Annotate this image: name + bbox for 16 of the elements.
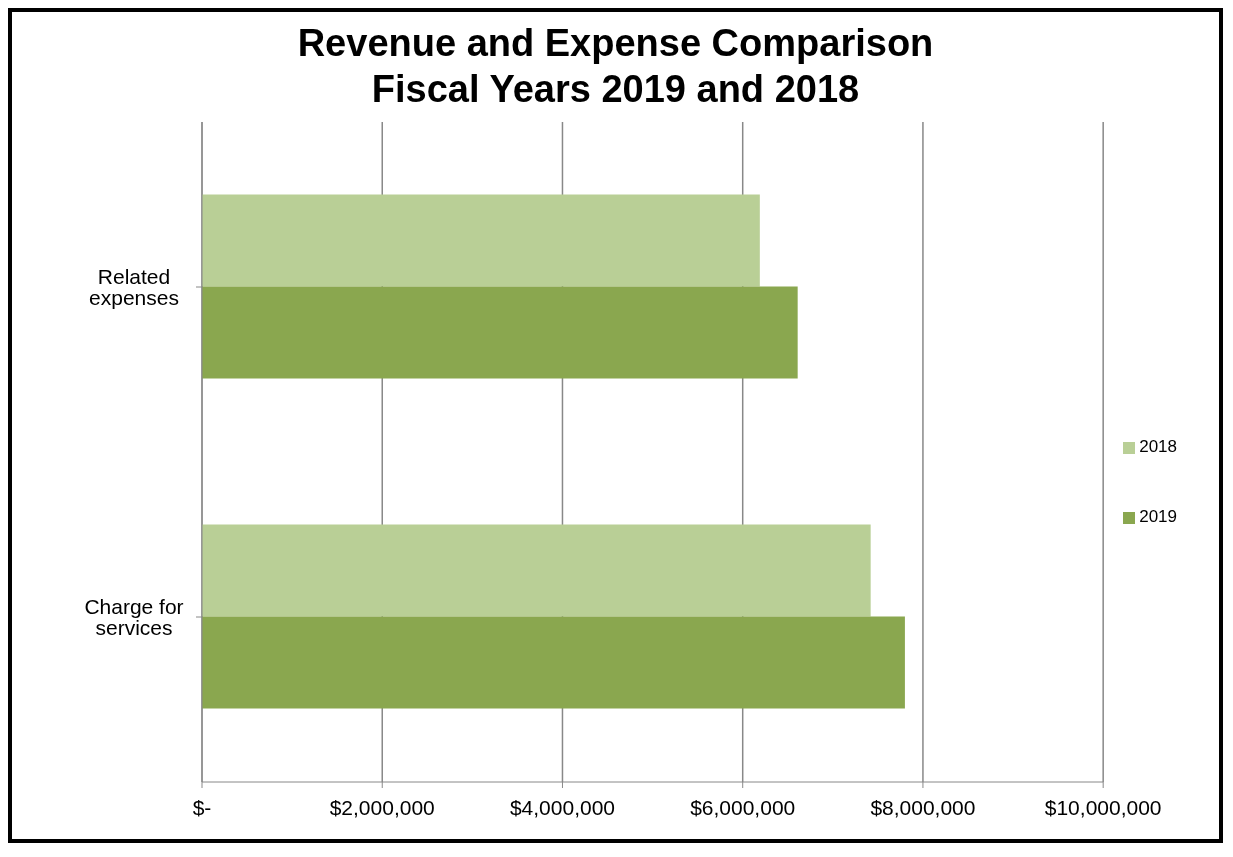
chart-subtitle: Fiscal Years 2019 and 2018 bbox=[370, 67, 861, 112]
bar bbox=[202, 194, 760, 287]
bar bbox=[202, 616, 905, 709]
legend-label: 2019 bbox=[1139, 507, 1177, 526]
x-tick-label: $8,000,000 bbox=[870, 795, 976, 819]
legend-label: 2018 bbox=[1139, 437, 1177, 456]
x-tick-label: $6,000,000 bbox=[690, 795, 796, 819]
bar bbox=[202, 286, 798, 379]
chart-title: Revenue and Expense Comparison bbox=[296, 21, 935, 66]
y-tick-label: Charge for services bbox=[84, 594, 184, 639]
x-tick-label: $10,000,000 bbox=[1044, 795, 1162, 819]
x-tick-label: $4,000,000 bbox=[509, 795, 616, 819]
x-tick-label: $- bbox=[192, 795, 212, 819]
bar bbox=[202, 524, 871, 617]
x-tick-label: $2,000,000 bbox=[329, 795, 435, 819]
y-tick-label: Related expenses bbox=[89, 264, 179, 309]
